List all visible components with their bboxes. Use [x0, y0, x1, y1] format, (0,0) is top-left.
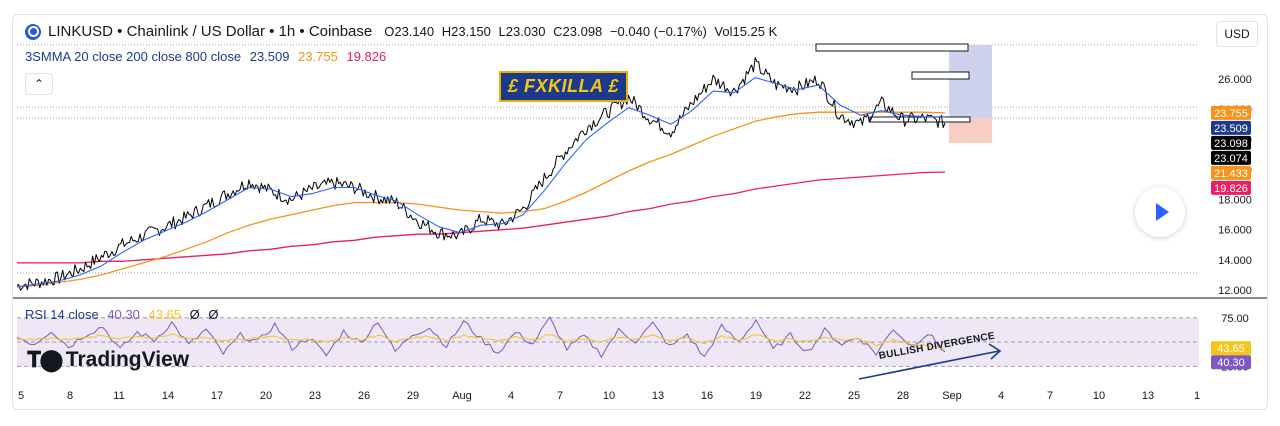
sma200-value: 23.755 — [298, 49, 338, 64]
price-axis-tick: 16.000 — [1218, 225, 1252, 237]
price-tag-label: 21.433 — [1214, 168, 1248, 180]
sma-legend-name: 3SMMA 20 close 200 close 800 close — [25, 49, 242, 64]
price-axis-tick: 12.000 — [1218, 285, 1252, 297]
time-axis-tick: 4 — [998, 390, 1004, 402]
time-axis-tick: 17 — [211, 390, 223, 402]
price-tag-label: 23.509 — [1214, 123, 1248, 135]
price-tag-label: 43.65 — [1217, 343, 1245, 355]
price-tag-bg — [1211, 341, 1251, 356]
rsi-ma-line — [16, 333, 945, 349]
symbol-title[interactable]: LINKUSD • Chainlink / US Dollar • 1h • C… — [48, 23, 373, 40]
time-axis-tick: 10 — [1093, 390, 1105, 402]
divergence-arrow — [858, 343, 1002, 380]
time-axis-tick: 1 — [1194, 390, 1200, 402]
price-tag-label: 19.826 — [1214, 183, 1248, 195]
open-value: O23.140 — [384, 24, 435, 39]
sma800-line — [17, 171, 946, 264]
change-value: −0.040 (−0.17%) — [609, 24, 707, 39]
time-axis-tick: 29 — [407, 390, 419, 402]
time-axis-tick: 22 — [799, 390, 811, 402]
time-axis-tick: 10 — [603, 390, 615, 402]
time-axis-tick: 25 — [848, 390, 860, 402]
price-tag-bg — [1211, 120, 1251, 135]
time-axis-tick: 8 — [67, 390, 73, 402]
time-axis-tick: 5 — [18, 390, 24, 402]
price-tag-bg — [1211, 355, 1251, 370]
sma-legend[interactable]: 3SMMA 20 close 200 close 800 close 23.50… — [25, 49, 391, 64]
chart-canvas[interactable]: 26.00024.00022.00020.00018.00016.00014.0… — [13, 15, 1267, 409]
rsi-extra-2: Ø — [208, 307, 219, 322]
tradingview-logo[interactable]: 𝐓⬤ TradingView — [27, 347, 189, 373]
time-axis-tick: 23 — [309, 390, 321, 402]
time-axis-tick: 7 — [1047, 390, 1053, 402]
price-axis-tick: 26.000 — [1218, 74, 1252, 86]
tradingview-mark-icon: 𝐓⬤ — [27, 347, 64, 372]
price-tag-label: 23.098 — [1214, 138, 1248, 150]
price-axis-tick: 18.000 — [1218, 195, 1252, 207]
rsi-value: 40.30 — [107, 307, 140, 322]
level-box — [911, 71, 970, 80]
price-tag-label: 40.30 — [1217, 357, 1245, 369]
rsi-extra-1: Ø — [189, 307, 200, 322]
time-axis-tick: 7 — [557, 390, 563, 402]
time-axis-tick: 20 — [260, 390, 272, 402]
price-line — [16, 57, 946, 291]
price-tag-bg — [1211, 105, 1251, 120]
sma20-value: 23.509 — [249, 49, 290, 64]
time-axis-tick: 28 — [897, 390, 909, 402]
close-value: C23.098 — [553, 24, 603, 39]
price-tag-label: 23.755 — [1214, 108, 1248, 120]
sma800-value: 19.826 — [346, 49, 387, 64]
time-axis-tick: 13 — [1142, 390, 1154, 402]
watermark-label: £ FXKILLA £ — [499, 71, 628, 102]
rsi-axis-tick: 75.00 — [1221, 313, 1249, 325]
time-axis-tick: 26 — [358, 390, 370, 402]
rsi-line — [16, 316, 946, 358]
time-axis-tick: Aug — [452, 390, 472, 402]
sma20-line — [16, 77, 945, 288]
time-axis-tick: 11 — [113, 390, 124, 402]
price-axis-tick: 14.000 — [1218, 255, 1252, 267]
time-axis-tick: Sep — [942, 390, 962, 402]
chevron-up-icon: ⌃ — [33, 77, 45, 91]
high-value: H23.150 — [441, 24, 491, 39]
time-axis-tick: 19 — [750, 390, 762, 402]
collapse-legend-button[interactable]: ⌃ — [25, 73, 53, 95]
rsi-legend-name: RSI 14 close — [25, 307, 99, 322]
time-axis-tick: 14 — [162, 390, 174, 402]
ohlc-readout: O23.140 H23.150 L23.030 C23.098 −0.040 (… — [384, 24, 781, 39]
time-axis-tick: 13 — [652, 390, 664, 402]
currency-button[interactable]: USD — [1216, 21, 1258, 47]
level-box — [815, 43, 969, 52]
rsi-ma-value: 43.65 — [148, 307, 182, 322]
price-tag-bg — [1211, 135, 1251, 150]
chart-frame: 26.00024.00022.00020.00018.00016.00014.0… — [12, 14, 1268, 410]
price-tag-bg — [1211, 165, 1251, 180]
time-axis-tick: 16 — [701, 390, 713, 402]
price-tag-bg — [1211, 180, 1251, 195]
replay-play-button[interactable] — [1135, 187, 1185, 237]
price-tag-label: 23.074 — [1214, 153, 1248, 165]
chart-header: LINKUSD • Chainlink / US Dollar • 1h • C… — [25, 23, 781, 40]
rsi-legend[interactable]: RSI 14 close 40.30 43.65 Ø Ø — [25, 307, 224, 322]
volume-value: Vol15.25 K — [714, 24, 778, 39]
sma200-line — [16, 111, 946, 288]
time-axis-tick: 4 — [508, 390, 514, 402]
tradingview-brand: TradingView — [65, 348, 190, 371]
low-value: L23.030 — [498, 24, 546, 39]
price-tag-bg — [1211, 150, 1251, 165]
chainlink-logo-icon — [25, 23, 41, 40]
